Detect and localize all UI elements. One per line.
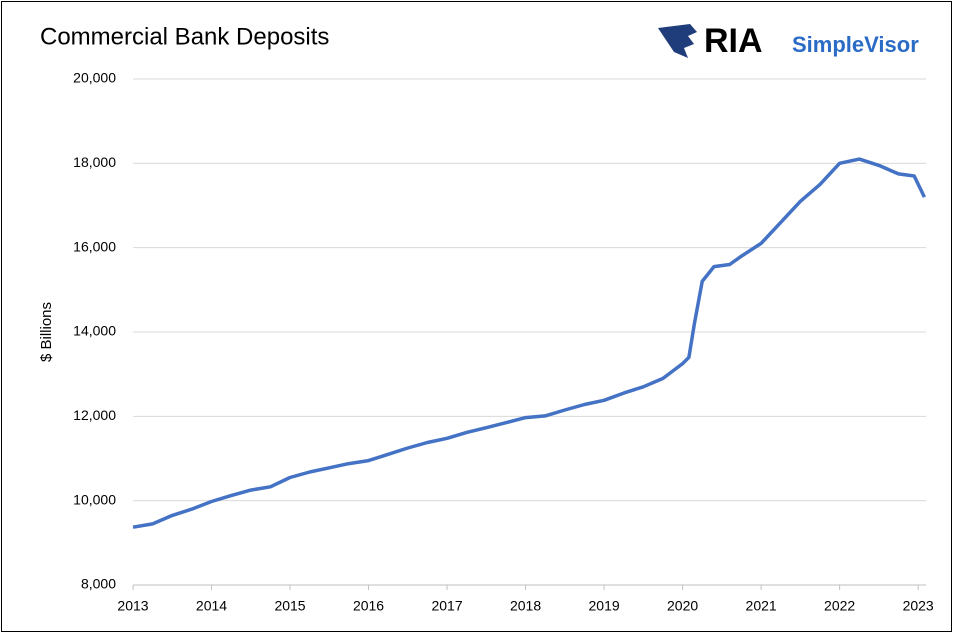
y-tick-label: 18,000 — [73, 154, 116, 170]
logo-product: SimpleVisor — [792, 32, 919, 57]
x-tick-label: 2019 — [589, 598, 620, 614]
x-tick-label: 2018 — [510, 598, 541, 614]
y-tick-label: 10,000 — [73, 491, 116, 507]
x-tick-label: 2021 — [746, 598, 777, 614]
x-tick-label: 2023 — [903, 598, 934, 614]
x-tick-label: 2022 — [824, 598, 855, 614]
y-tick-label: 14,000 — [73, 323, 116, 339]
logo-name: RIA — [704, 22, 763, 60]
y-tick-label: 12,000 — [73, 407, 116, 423]
x-tick-label: 2020 — [667, 598, 698, 614]
logo-icon — [658, 24, 697, 58]
chart-title: Commercial Bank Deposits — [40, 23, 329, 50]
y-tick-label: 16,000 — [73, 238, 116, 254]
x-tick-label: 2013 — [117, 598, 148, 614]
x-tick-label: 2016 — [353, 598, 384, 614]
y-tick-label: 8,000 — [81, 576, 116, 592]
data-line — [132, 157, 926, 529]
x-tick-label: 2014 — [196, 598, 227, 614]
x-tick-label: 2015 — [274, 598, 305, 614]
logo: RIA SimpleVisor — [658, 22, 919, 60]
y-axis-label: $ Billions — [38, 302, 55, 362]
y-tick-label: 20,000 — [73, 70, 116, 86]
x-tick-label: 2017 — [431, 598, 462, 614]
